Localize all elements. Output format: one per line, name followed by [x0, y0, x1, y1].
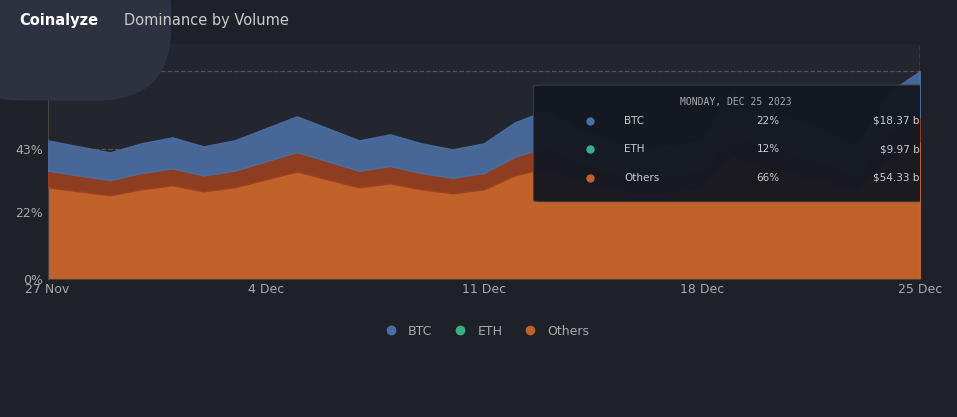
Text: 12%: 12% [757, 144, 780, 154]
Text: $9.97 b: $9.97 b [880, 144, 920, 154]
Text: MONDAY, DEC 25 2023: MONDAY, DEC 25 2023 [680, 97, 791, 107]
Text: Dominance by Volume: Dominance by Volume [124, 13, 289, 28]
Legend: BTC, ETH, Others: BTC, ETH, Others [373, 319, 594, 343]
Text: $18.37 b: $18.37 b [874, 116, 920, 126]
Text: 22%: 22% [757, 116, 780, 126]
Text: BTC: BTC [624, 116, 644, 126]
Text: $54.33 b: $54.33 b [874, 173, 920, 183]
FancyBboxPatch shape [534, 85, 939, 202]
Text: Coinalyze: Coinalyze [19, 13, 99, 28]
Text: ETH: ETH [624, 144, 644, 154]
Text: Others: Others [624, 173, 659, 183]
Text: 66%: 66% [757, 173, 780, 183]
